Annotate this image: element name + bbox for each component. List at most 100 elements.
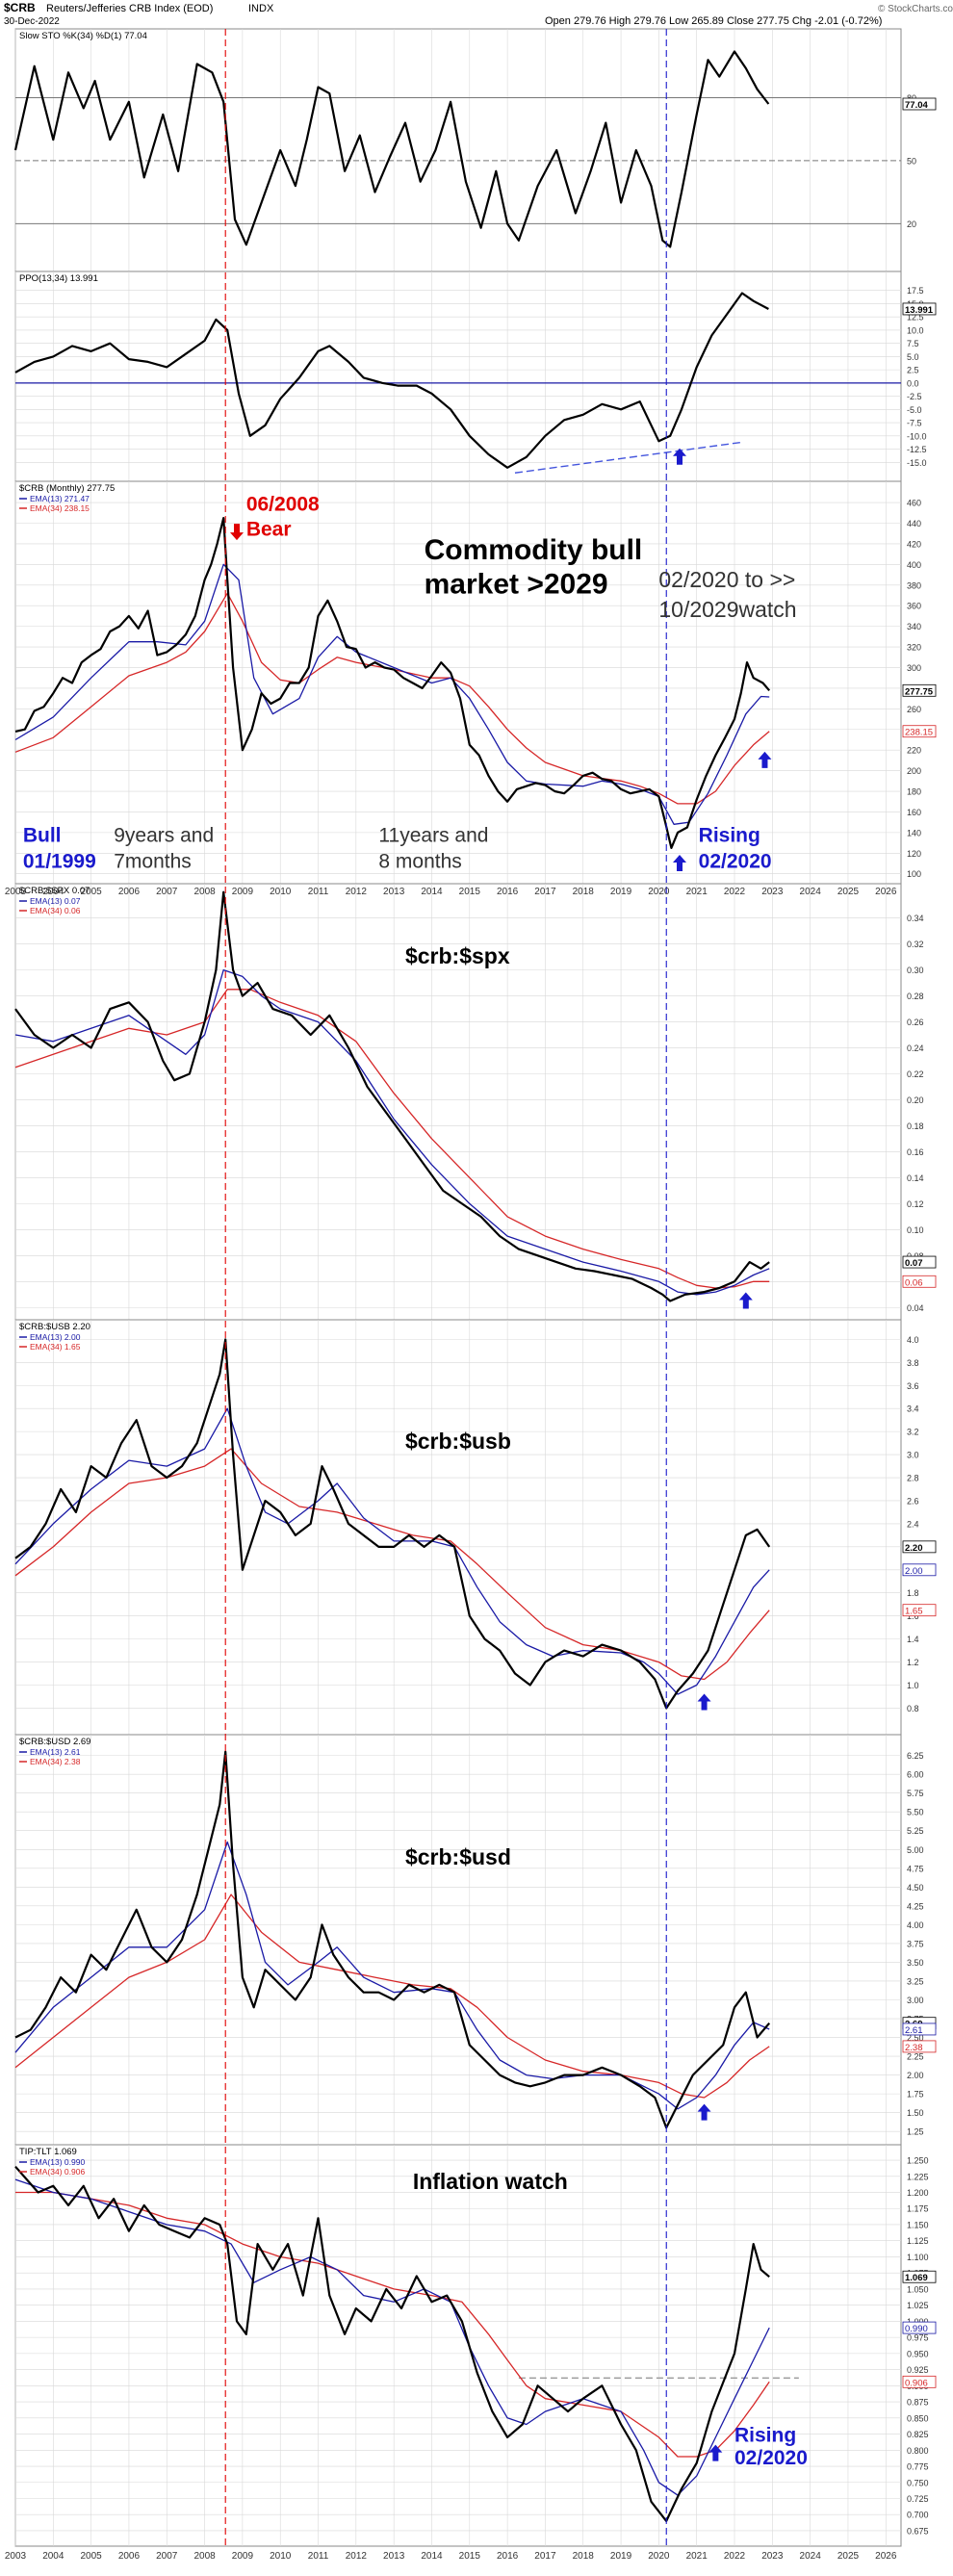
y-tick-label: 0.32 — [907, 940, 924, 949]
y-tick-label: 1.25 — [907, 2127, 924, 2137]
annotation-label: $crb:$usb — [405, 1429, 511, 1454]
y-tick-label: 100 — [907, 869, 921, 879]
series-line-2 — [14, 563, 770, 825]
y-tick-label: 50 — [907, 156, 916, 166]
x-tick-label: 2017 — [534, 887, 556, 897]
y-tick-label: 4.75 — [907, 1864, 924, 1873]
y-tick-label: 0.825 — [907, 2430, 929, 2439]
arrow-up-icon — [758, 751, 772, 768]
y-tick-label: 0.875 — [907, 2398, 929, 2408]
y-tick-label: 0.30 — [907, 966, 924, 975]
y-tick-label: 0.0 — [907, 378, 919, 388]
panel-title: Slow STO %K(34) %D(1) 77.04 — [19, 31, 147, 41]
y-tick-label: 5.0 — [907, 352, 919, 362]
y-tick-label: 2.00 — [907, 2071, 924, 2080]
y-tick-label: 3.00 — [907, 1996, 924, 2005]
annotation-label: 06/2008 — [246, 494, 320, 516]
y-tick-label: 6.00 — [907, 1770, 924, 1780]
y-tick-label: 12.5 — [907, 313, 924, 322]
x-tick-label: 2025 — [837, 2551, 860, 2562]
y-tick-label: 0.850 — [907, 2413, 929, 2423]
x-tick-label: 2026 — [875, 887, 897, 897]
x-tick-label: 2019 — [610, 887, 632, 897]
series-line-2 — [14, 1841, 770, 2110]
y-tick-label: 0.04 — [907, 1303, 924, 1313]
y-tick-label: 3.25 — [907, 1976, 924, 1986]
x-tick-label: 2012 — [346, 2551, 368, 2562]
y-tick-label: 0.675 — [907, 2526, 929, 2536]
arrow-up-icon — [673, 855, 686, 872]
y-tick-label: 0.925 — [907, 2365, 929, 2375]
annotation-label: market >2029 — [425, 568, 608, 600]
series-line-2 — [14, 1407, 770, 1695]
series-line-1 — [14, 1750, 771, 2129]
annotation-label: 8 months — [378, 850, 461, 872]
arrow-up-icon — [673, 448, 686, 465]
y-tick-label: 0.700 — [907, 2511, 929, 2520]
y-tick-label: 140 — [907, 828, 921, 837]
panel-2: 17.515.012.510.07.55.02.50.0-2.5-5.0-7.5… — [14, 270, 937, 482]
y-tick-label: 1.175 — [907, 2204, 929, 2214]
y-tick-label: 360 — [907, 602, 921, 611]
marker-value-box — [902, 2022, 937, 2036]
y-tick-label: 4.00 — [907, 1920, 924, 1930]
y-tick-label: 3.50 — [907, 1958, 924, 1968]
y-tick-label: 340 — [907, 622, 921, 631]
series-line-1 — [14, 1338, 771, 1710]
marker-value-box — [902, 1563, 937, 1577]
annotation-label: 02/2020 — [699, 850, 772, 872]
panel-7: 1.2501.2251.2001.1751.1501.1251.1001.075… — [14, 2144, 937, 2547]
y-tick-label: 1.6 — [907, 1611, 919, 1621]
x-tick-label: 2019 — [610, 2551, 632, 2562]
y-tick-label: 0.10 — [907, 1225, 924, 1235]
x-tick-label: 2025 — [837, 887, 860, 897]
y-tick-label: 1.150 — [907, 2220, 929, 2229]
y-tick-label: 2.4 — [907, 1519, 919, 1529]
y-tick-label: 20 — [907, 219, 916, 229]
x-tick-label: 2021 — [686, 887, 708, 897]
x-tick-label: 2016 — [497, 2551, 519, 2562]
annotation-label: 7months — [114, 850, 192, 872]
arrow-up-icon — [697, 1693, 711, 1711]
x-tick-label: 2024 — [800, 887, 822, 897]
x-tick-label: 2022 — [724, 887, 746, 897]
y-tick-label: 0.16 — [907, 1147, 924, 1157]
y-tick-label: 5.75 — [907, 1789, 924, 1798]
x-tick-label: 2011 — [308, 2551, 329, 2562]
x-tick-label: 2016 — [497, 887, 519, 897]
annotation-label: Inflation watch — [413, 2169, 568, 2194]
y-tick-label: 2.6 — [907, 1496, 919, 1506]
marker-value-label: 238.15 — [905, 728, 933, 738]
x-tick-label: 2015 — [459, 887, 481, 897]
series-line-3 — [14, 592, 770, 805]
series-line-3 — [14, 1893, 770, 2099]
annotation-label: 01/1999 — [23, 850, 96, 872]
marker-value-box — [902, 725, 937, 738]
last-value-box — [902, 1255, 937, 1269]
y-tick-label: 5.50 — [907, 1808, 924, 1817]
y-tick-label: 1.250 — [907, 2156, 929, 2166]
y-tick-label: 0.22 — [907, 1069, 924, 1079]
y-tick-label: 120 — [907, 849, 921, 859]
x-tick-label: 2023 — [761, 2551, 784, 2562]
panel-title: $CRB (Monthly) 277.75 — [19, 483, 115, 494]
last-value-label: 0.07 — [905, 1258, 923, 1269]
legend-entry: EMA(34) 238.15 — [30, 503, 90, 513]
y-tick-label: 0.950 — [907, 2349, 929, 2358]
marker-value-box — [902, 1275, 937, 1288]
marker-value-label: 1.65 — [905, 1607, 923, 1617]
x-tick-label: 2013 — [383, 2551, 405, 2562]
x-tick-label: 2012 — [346, 887, 368, 897]
y-tick-label: -10.0 — [907, 431, 927, 441]
x-tick-label: 2023 — [761, 887, 784, 897]
panel-title: TIP:TLT 1.069 — [19, 2147, 77, 2157]
panel-title: $CRB:$SPX 0.07 — [19, 886, 90, 896]
panel-3: 4604404204003803603403203002802602402202… — [14, 480, 937, 885]
arrow-up-icon — [738, 1292, 753, 1309]
y-tick-label: 1.2 — [907, 1658, 919, 1667]
last-value-box — [902, 1540, 937, 1554]
y-tick-label: 0.18 — [907, 1121, 924, 1131]
arrow-up-icon — [697, 2103, 711, 2121]
